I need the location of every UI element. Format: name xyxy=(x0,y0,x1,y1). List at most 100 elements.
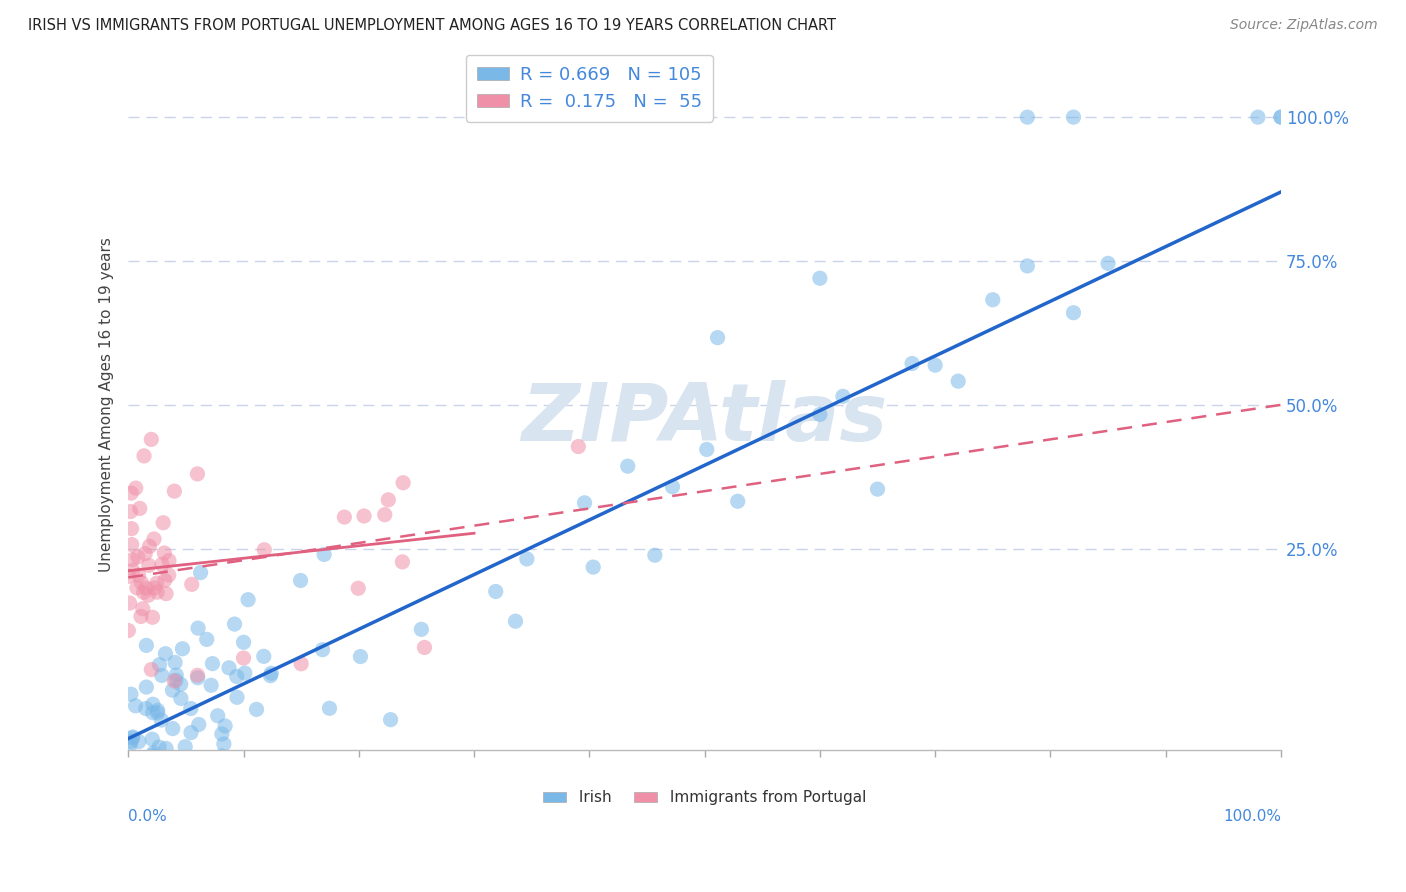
Point xyxy=(218,661,240,675)
Point xyxy=(143,581,166,595)
Point xyxy=(186,467,208,481)
Point xyxy=(217,757,239,772)
Point xyxy=(135,680,157,694)
Point xyxy=(290,657,312,671)
Point xyxy=(924,358,946,372)
Point xyxy=(187,772,209,786)
Point xyxy=(146,706,169,720)
Point xyxy=(172,641,194,656)
Y-axis label: Unemployment Among Ages 16 to 19 years: Unemployment Among Ages 16 to 19 years xyxy=(100,237,114,573)
Point xyxy=(174,739,197,754)
Point xyxy=(135,701,157,715)
Point xyxy=(392,475,415,490)
Point xyxy=(162,722,184,736)
Point xyxy=(259,669,281,683)
Point xyxy=(901,356,924,370)
Point xyxy=(142,706,165,720)
Point xyxy=(131,575,153,590)
Point xyxy=(150,713,173,727)
Point xyxy=(187,671,209,685)
Point xyxy=(165,673,187,688)
Point xyxy=(134,754,156,768)
Point xyxy=(120,505,142,519)
Point xyxy=(138,765,160,780)
Text: Source: ZipAtlas.com: Source: ZipAtlas.com xyxy=(1230,18,1378,32)
Point xyxy=(233,666,256,681)
Point xyxy=(260,666,283,681)
Point xyxy=(121,522,143,536)
Point xyxy=(180,725,202,739)
Point xyxy=(644,548,666,562)
Point xyxy=(148,657,170,672)
Point xyxy=(132,585,155,599)
Point xyxy=(314,548,336,562)
Point xyxy=(1062,306,1084,320)
Point xyxy=(120,738,142,752)
Point xyxy=(142,746,165,760)
Point xyxy=(485,584,508,599)
Point xyxy=(148,772,170,786)
Point xyxy=(121,563,143,577)
Point xyxy=(125,581,148,595)
Point xyxy=(374,508,396,522)
Point xyxy=(290,574,312,588)
Point xyxy=(122,730,145,744)
Point xyxy=(195,632,218,647)
Point xyxy=(224,617,246,632)
Point xyxy=(159,772,181,786)
Point xyxy=(118,596,141,610)
Point xyxy=(169,772,191,786)
Point xyxy=(153,546,176,560)
Point xyxy=(163,484,186,499)
Point xyxy=(211,727,233,741)
Point xyxy=(582,560,605,574)
Point xyxy=(347,582,370,596)
Point xyxy=(142,748,165,763)
Point xyxy=(128,501,150,516)
Point xyxy=(1270,110,1292,124)
Point xyxy=(727,494,749,508)
Point xyxy=(170,691,193,706)
Point xyxy=(152,516,174,530)
Point xyxy=(413,640,436,655)
Point xyxy=(616,459,638,474)
Point xyxy=(155,741,177,756)
Point xyxy=(148,771,170,785)
Point xyxy=(132,449,155,463)
Point xyxy=(832,389,855,403)
Point xyxy=(165,668,187,682)
Point xyxy=(120,757,142,772)
Point xyxy=(1097,256,1119,270)
Point xyxy=(1247,110,1270,124)
Point xyxy=(706,331,728,345)
Point xyxy=(135,772,157,786)
Point xyxy=(349,649,371,664)
Point xyxy=(516,552,538,566)
Point xyxy=(253,542,276,557)
Point xyxy=(165,772,187,786)
Point xyxy=(236,592,259,607)
Point xyxy=(141,610,163,624)
Point xyxy=(146,703,169,717)
Point xyxy=(128,772,150,786)
Point xyxy=(155,772,177,786)
Point xyxy=(187,621,209,635)
Point xyxy=(146,585,169,599)
Point xyxy=(121,552,143,566)
Point xyxy=(505,614,527,628)
Point xyxy=(145,576,167,591)
Point xyxy=(353,508,375,523)
Point xyxy=(141,433,163,447)
Point xyxy=(1270,110,1292,124)
Point xyxy=(200,678,222,692)
Point xyxy=(948,374,970,388)
Point xyxy=(117,624,139,638)
Point xyxy=(253,649,276,664)
Point xyxy=(120,486,142,500)
Point xyxy=(232,635,254,649)
Point xyxy=(132,601,155,615)
Point xyxy=(162,683,184,698)
Point xyxy=(145,760,167,774)
Point xyxy=(128,568,150,582)
Text: 100.0%: 100.0% xyxy=(1223,809,1281,824)
